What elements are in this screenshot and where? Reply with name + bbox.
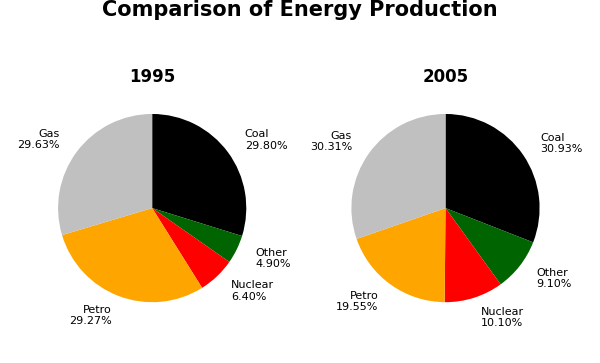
Wedge shape — [352, 114, 445, 239]
Text: Coal
29.80%: Coal 29.80% — [245, 129, 287, 151]
Wedge shape — [445, 208, 533, 284]
Text: Gas
30.31%: Gas 30.31% — [310, 131, 352, 152]
Text: Comparison of Energy Production: Comparison of Energy Production — [102, 0, 498, 20]
Wedge shape — [152, 208, 242, 262]
Wedge shape — [445, 208, 500, 302]
Title: 2005: 2005 — [422, 68, 469, 86]
Title: 1995: 1995 — [129, 68, 175, 86]
Wedge shape — [356, 208, 445, 302]
Wedge shape — [152, 114, 246, 236]
Text: Gas
29.63%: Gas 29.63% — [17, 129, 60, 150]
Wedge shape — [62, 208, 202, 302]
Text: Petro
19.55%: Petro 19.55% — [336, 290, 379, 312]
Wedge shape — [445, 114, 539, 242]
Text: Nuclear
6.40%: Nuclear 6.40% — [231, 281, 274, 302]
Text: Petro
29.27%: Petro 29.27% — [69, 305, 112, 326]
Text: Other
4.90%: Other 4.90% — [255, 248, 291, 269]
Text: Nuclear
10.10%: Nuclear 10.10% — [481, 307, 524, 328]
Text: Coal
30.93%: Coal 30.93% — [541, 132, 583, 154]
Wedge shape — [58, 114, 152, 235]
Text: Other
9.10%: Other 9.10% — [536, 268, 572, 289]
Wedge shape — [152, 208, 229, 288]
